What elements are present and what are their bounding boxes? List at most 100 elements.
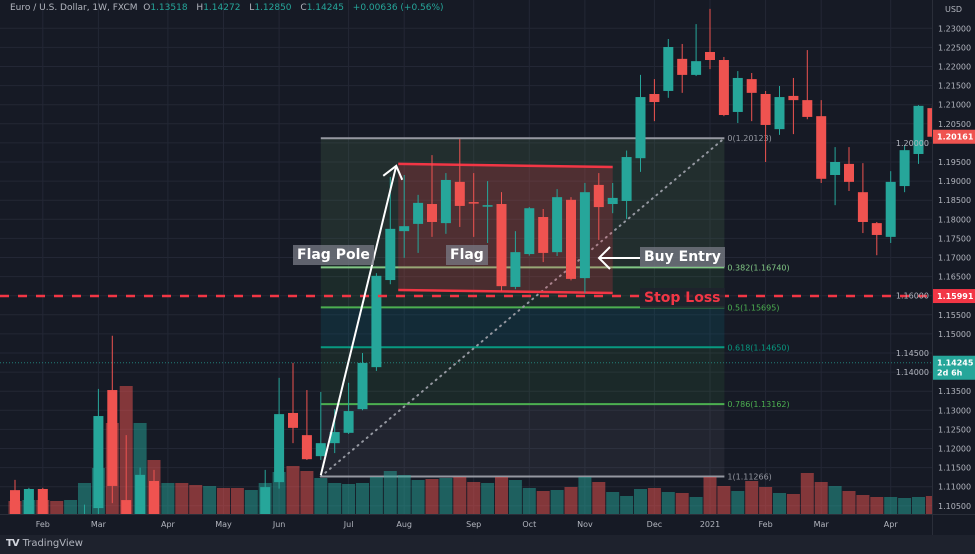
price-tick-label: 1.14500 [896,349,929,358]
volume-bar [661,492,675,514]
candle-body [746,79,757,93]
candle [774,85,785,135]
candle [885,171,896,243]
candle-body [760,94,771,125]
flag-label[interactable]: Flag [446,245,488,265]
time-tick-label: May [215,520,232,529]
candle [635,74,646,172]
candle [343,382,354,434]
candle [454,139,465,227]
candle-body [37,488,48,514]
time-tick-label: Oct [522,520,536,529]
candle [732,71,743,124]
volume-bar [508,480,522,514]
candle [482,181,493,243]
candle-body [774,97,785,130]
volume-bar [244,490,258,514]
flag-pole-arrow[interactable] [319,165,398,476]
drawings[interactable] [319,164,640,476]
fib-level-label: 0.618(1.14650) [727,343,789,352]
volume-bar [217,488,230,514]
candle [760,90,771,162]
price-tick-label: 1.20500 [938,120,971,129]
volume-bar [564,487,578,514]
candle-body [121,500,132,514]
price-tick-label: 1.15500 [938,311,971,320]
currency-label[interactable]: USD [945,5,962,14]
price-tick-label: 1.19500 [938,158,971,167]
candle-body [371,275,382,368]
candle [566,197,576,281]
tradingview-logo[interactable]: TV TradingView [6,538,83,549]
time-axis[interactable]: Feb Mar Apr May Jun Jul Aug Sep Oct Nov Dec 2021 Feb… [0,514,975,530]
price-tick-label: 1.12500 [938,425,971,434]
price-lines [0,294,932,364]
stop-loss-label[interactable]: Stop Loss [640,288,725,308]
candle-body [329,432,340,444]
volume-bar [912,497,925,514]
volume-bar [453,477,467,514]
close-label: C [300,3,307,13]
candle [427,155,437,237]
volume-bar [161,483,175,514]
buy-entry-label[interactable]: Buy Entry [640,247,725,267]
volume-bar [481,483,495,514]
candle-body [899,150,910,187]
candle-body [593,184,604,208]
candle [440,173,451,234]
candle [593,173,604,240]
time-tick-label: Feb [36,520,50,529]
volume-bar [300,471,314,514]
candle-body [427,204,437,222]
volume-bar [870,497,884,514]
volume-bar [286,466,300,514]
candle [871,221,882,256]
price-tick-label: 1.23000 [938,24,971,33]
fib-level-label: 1(1.11266) [727,473,771,482]
volume-bar [773,493,786,514]
grid [0,0,932,514]
price-tick-label: 1.20000 [896,139,929,148]
candle-body [663,47,674,91]
candle-body [816,116,827,179]
flag-lower-line[interactable] [398,288,613,295]
time-tick-label: Apr [884,520,899,529]
price-tick-label: 1.12000 [938,445,971,454]
flag-upper-line[interactable] [398,162,613,169]
time-tick-label: Jun [272,520,286,529]
candle-body [454,181,465,206]
price-tick-label: 1.17500 [938,234,971,243]
time-tick-label: Feb [759,520,773,529]
price-tick-label: 1.13500 [938,387,971,396]
candle-body [440,179,451,224]
volume-bar [78,483,91,514]
candle [899,145,910,193]
candle-body [732,77,743,112]
fib-trend-line[interactable] [319,137,726,478]
buy-entry-arrowhead-icon [597,246,611,270]
symbol-legend: Euro / U.S. Dollar, 1W, FXCM O1.13518 H1… [10,3,450,13]
price-tick-label: 1.11000 [938,483,971,492]
price-tick-label: 1.16500 [938,273,971,282]
price-tick-label: 1.13000 [938,406,971,415]
candle [746,72,757,122]
candle-body [913,105,924,154]
candle [607,183,618,214]
time-tick-label: Apr [161,520,176,529]
fib-zone [320,307,725,348]
volume-bar [383,471,397,514]
candle [121,435,132,514]
candle [371,273,382,371]
candle [913,105,924,164]
candle-body [482,205,493,207]
candle [357,353,368,411]
candle-body [788,95,799,101]
candle [37,487,48,514]
price-axis[interactable]: USD 1.23000 1.22500 1.22000 1.21500 1.21000 1.… [896,0,975,535]
flag-pole-label[interactable]: Flag Pole [293,245,374,265]
time-tick-label: Mar [91,520,107,529]
price-tick-label: 1.18500 [938,196,971,205]
fib-level-label: 0.786(1.13162) [727,400,789,409]
stop-loss-price-tag: 1.15991 [937,292,974,301]
